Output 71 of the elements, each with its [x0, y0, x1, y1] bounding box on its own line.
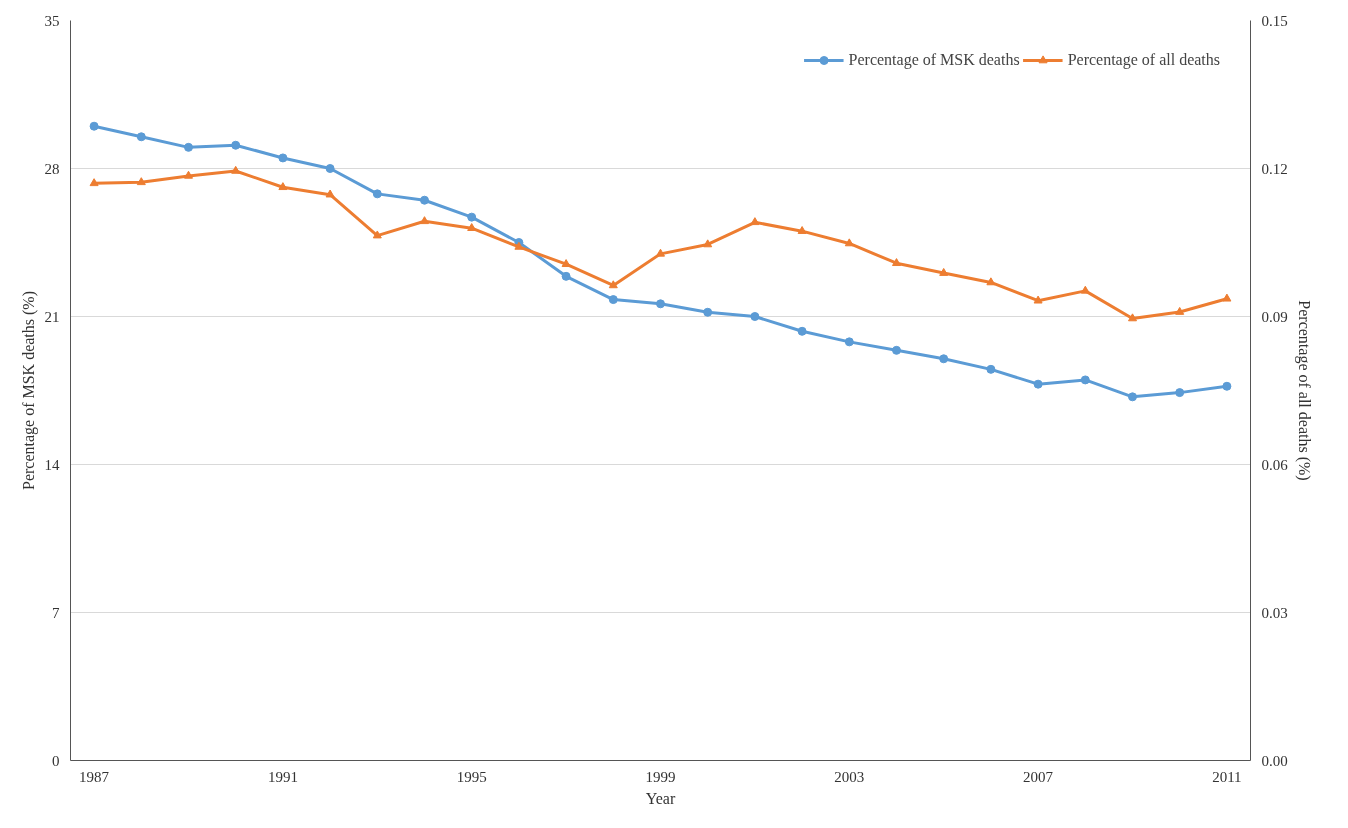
point	[892, 258, 901, 267]
point	[844, 337, 854, 347]
y-tick-label: 14	[44, 456, 60, 473]
y-tick-label: 35	[44, 12, 60, 29]
point	[797, 326, 807, 336]
y2-tick-label: 0.00	[1261, 752, 1288, 769]
x-tick-label: 1995	[456, 768, 487, 785]
point	[703, 239, 713, 248]
point	[420, 195, 429, 205]
point	[278, 153, 288, 163]
y2-tick-label: 0.15	[1261, 12, 1288, 29]
y-tick-label: 28	[44, 160, 60, 177]
y2-tick-label: 0.09	[1261, 308, 1288, 325]
y2-tick-label: 0.12	[1261, 160, 1288, 177]
point	[986, 277, 996, 286]
point	[1080, 285, 1090, 294]
point	[184, 170, 193, 179]
y2-axis-title: Percentage of all deaths (%)	[1294, 300, 1313, 481]
point	[89, 121, 99, 131]
point	[89, 178, 99, 187]
x-tick-label: 2003	[834, 768, 865, 785]
point	[1080, 375, 1090, 385]
point	[136, 177, 146, 186]
point	[986, 364, 996, 374]
point	[325, 164, 335, 173]
point	[420, 216, 429, 225]
point	[939, 267, 949, 276]
point	[844, 238, 854, 247]
point	[797, 226, 807, 234]
y2-tick-label: 0.06	[1261, 456, 1289, 473]
y-tick-label: 0	[52, 752, 60, 769]
y-axis-title: Percentage of MSK deaths (%)	[19, 290, 38, 491]
y-tick-label: 21	[44, 308, 60, 325]
x-tick-label: 1991	[267, 768, 298, 785]
point	[325, 189, 335, 198]
point	[372, 230, 382, 239]
x-axis-title: Year	[645, 789, 676, 807]
point	[703, 307, 713, 317]
x-tick-label: 1987	[79, 768, 110, 785]
y2-tick-label: 0.03	[1261, 604, 1288, 621]
point	[231, 165, 241, 174]
point	[656, 248, 665, 257]
point	[136, 132, 146, 142]
x-tick-label: 2007	[1023, 768, 1054, 785]
point	[750, 312, 760, 321]
legend-label: Percentage of all deaths	[1067, 51, 1220, 69]
legend-label: Percentage of MSK deaths	[848, 51, 1020, 69]
point	[656, 299, 665, 309]
point	[1175, 306, 1185, 315]
point	[184, 142, 193, 152]
point	[1175, 388, 1185, 398]
point	[750, 217, 760, 226]
y-tick-label: 7	[52, 604, 60, 621]
point	[1128, 313, 1137, 322]
point	[608, 295, 618, 305]
point	[278, 182, 288, 191]
point	[1128, 392, 1137, 402]
point	[467, 212, 477, 222]
x-tick-label: 2011	[1212, 768, 1242, 785]
point	[608, 280, 618, 289]
x-tick-label: 1999	[645, 768, 676, 785]
point	[1033, 379, 1043, 389]
point	[892, 345, 901, 355]
point	[561, 271, 571, 281]
point	[1222, 381, 1232, 391]
point	[372, 189, 382, 199]
point	[1222, 293, 1232, 302]
point	[1033, 295, 1043, 304]
point	[231, 140, 241, 150]
point	[561, 259, 571, 268]
point	[939, 354, 949, 364]
